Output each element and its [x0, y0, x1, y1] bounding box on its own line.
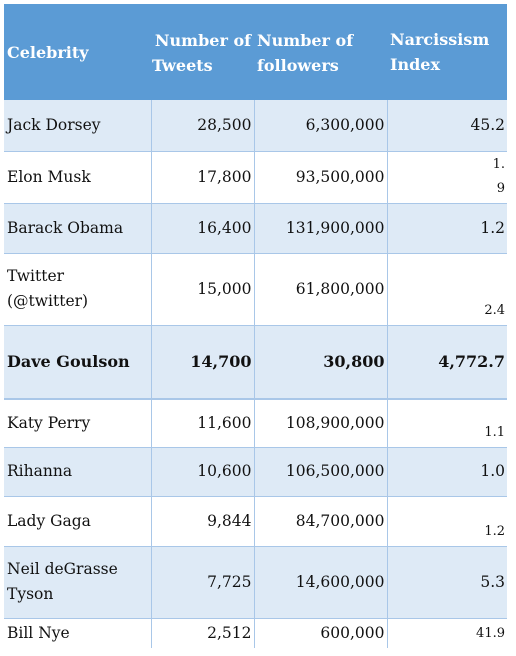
header-followers-line2: followers: [257, 56, 339, 75]
cell-name: Neil deGrasse Tyson: [4, 546, 152, 619]
table-row: Lady Gaga 9,844 84,700,000 1.2: [4, 496, 507, 547]
cell-name: Twitter (@twitter): [4, 253, 152, 326]
cell-tweets: 9,844: [151, 496, 255, 547]
cell-followers: 61,800,000: [254, 253, 388, 326]
cell-name-line2: (@twitter): [7, 292, 89, 310]
table-row: Twitter (@twitter) 15,000 61,800,000 2.4: [4, 253, 507, 326]
cell-index: 5.3: [387, 546, 507, 619]
cell-name-line1: Neil deGrasse: [7, 560, 118, 578]
cell-index: 1.2: [387, 496, 507, 547]
table-row: Rihanna 10,600 106,500,000 1.0: [4, 447, 507, 497]
cell-name: Barack Obama: [4, 203, 152, 254]
header-index-line2: Index: [390, 55, 441, 74]
cell-tweets: 2,512: [151, 618, 255, 648]
table-row: Katy Perry 11,600 108,900,000 1.1: [4, 399, 507, 448]
cell-index: 1. 9: [387, 151, 507, 204]
table-row: Jack Dorsey 28,500 6,300,000 45.2: [4, 100, 507, 152]
cell-followers: 6,300,000: [254, 100, 388, 152]
header-tweets: Number of Tweets: [151, 4, 254, 100]
header-followers: Number of followers: [254, 4, 387, 100]
table-row: Bill Nye 2,512 600,000 41.9: [4, 618, 507, 648]
cell-tweets: 17,800: [151, 151, 255, 204]
table-row: Neil deGrasse Tyson 7,725 14,600,000 5.3: [4, 546, 507, 619]
cell-name: Katy Perry: [4, 399, 152, 448]
cell-tweets: 14,700: [151, 325, 255, 400]
cell-name: Elon Musk: [4, 151, 152, 204]
cell-followers: 131,900,000: [254, 203, 388, 254]
table-header: Celebrity Number of Tweets Number of fol…: [4, 4, 507, 100]
cell-tweets: 11,600: [151, 399, 255, 448]
cell-tweets: 16,400: [151, 203, 255, 254]
cell-index: 45.2: [387, 100, 507, 152]
cell-name: Dave Goulson: [4, 325, 152, 400]
cell-tweets: 7,725: [151, 546, 255, 619]
cell-name: Bill Nye: [4, 618, 152, 648]
cell-followers: 600,000: [254, 618, 388, 648]
cell-index: 41.9: [387, 618, 507, 648]
celebrity-tweets-table: Celebrity Number of Tweets Number of fol…: [4, 4, 507, 648]
table-row: Elon Musk 17,800 93,500,000 1. 9: [4, 151, 507, 204]
cell-followers: 84,700,000: [254, 496, 388, 547]
table-body: Jack Dorsey 28,500 6,300,000 45.2 Elon M…: [4, 100, 507, 648]
cell-index-part1: 1.: [492, 157, 505, 172]
cell-index: 1.0: [387, 447, 507, 497]
cell-name: Lady Gaga: [4, 496, 152, 547]
cell-followers: 14,600,000: [254, 546, 388, 619]
cell-tweets: 10,600: [151, 447, 255, 497]
cell-name-line2: Tyson: [7, 585, 54, 603]
cell-index: 1.1: [387, 399, 507, 448]
cell-tweets: 15,000: [151, 253, 255, 326]
header-tweets-line2: Tweets: [152, 56, 213, 75]
cell-name: Jack Dorsey: [4, 100, 152, 152]
cell-followers: 93,500,000: [254, 151, 388, 204]
cell-index-part2: 9: [496, 181, 505, 196]
cell-tweets: 28,500: [151, 100, 255, 152]
header-tweets-line1: Number of: [154, 31, 251, 50]
table-row: Barack Obama 16,400 131,900,000 1.2: [4, 203, 507, 254]
header-row: Celebrity Number of Tweets Number of fol…: [4, 4, 507, 100]
cell-followers: 108,900,000: [254, 399, 388, 448]
header-index-line1: Narcissism: [390, 30, 490, 49]
cell-index: 1.2: [387, 203, 507, 254]
cell-followers: 30,800: [254, 325, 388, 400]
header-narcissism-index: Narcissism Index: [387, 4, 507, 100]
header-celebrity-label: Celebrity: [7, 42, 89, 62]
header-celebrity: Celebrity: [4, 4, 151, 100]
cell-followers: 106,500,000: [254, 447, 388, 497]
table-row-highlight: Dave Goulson 14,700 30,800 4,772.7: [4, 325, 507, 400]
header-followers-line1: Number of: [257, 31, 354, 50]
cell-index: 4,772.7: [387, 325, 507, 400]
cell-name-line1: Twitter: [7, 267, 65, 285]
cell-index: 2.4: [387, 253, 507, 326]
cell-name: Rihanna: [4, 447, 152, 497]
